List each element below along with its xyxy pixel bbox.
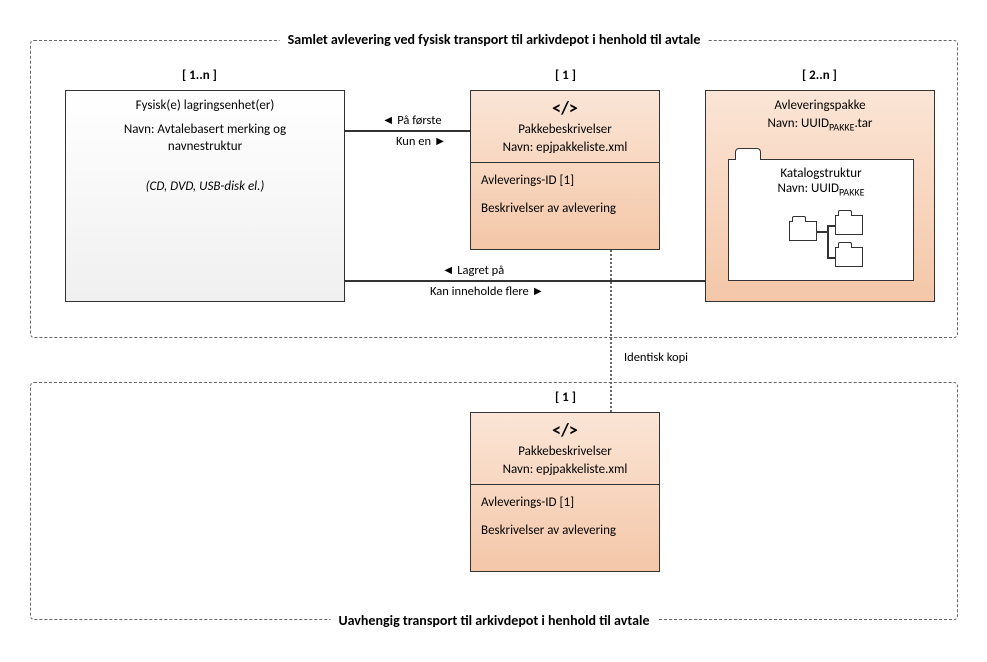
- box-delivery-package: Avleveringspakke Navn: UUIDPAKKE.tar Kat…: [705, 90, 935, 302]
- pkg-row2-lower: Beskrivelser av avlevering: [481, 521, 649, 541]
- conn1-top-label: ◄ På første: [380, 113, 444, 128]
- storage-title: Fysisk(e) lagringsenhet(er): [74, 97, 336, 115]
- pkg-row2-upper: Beskrivelser av avlevering: [481, 199, 649, 219]
- mini-folder-icon: [835, 215, 863, 235]
- card-mid: [ 1 ]: [553, 68, 578, 83]
- box-storage-unit: Fysisk(e) lagringsenhet(er) Navn: Avtale…: [65, 90, 345, 302]
- mini-folder-icon: [835, 247, 863, 267]
- upper-title: Samlet avlevering ved fysisk transport t…: [280, 31, 709, 48]
- conn1-bot-label: Kun en ►: [394, 134, 448, 149]
- code-icon-lower: </>: [471, 413, 659, 441]
- connector-line: [345, 280, 705, 282]
- connector-line: [345, 130, 470, 132]
- catalog-folder-outer: Katalogstruktur Navn: UUIDPAKKE: [728, 159, 914, 281]
- card-right: [ 2..n ]: [800, 68, 839, 83]
- storage-note: (CD, DVD, USB-disk el.): [74, 178, 336, 196]
- box-package-desc-lower: </> Pakkebeskrivelser Navn: epjpakkelist…: [470, 412, 660, 572]
- pkg-name-lower: Navn: epjpakkeliste.xml: [479, 461, 651, 479]
- pkg-name-upper: Navn: epjpakkeliste.xml: [479, 139, 651, 157]
- folder-tab-icon: [735, 148, 761, 160]
- box-package-desc-upper: </> Pakkebeskrivelser Navn: epjpakkelist…: [470, 90, 660, 250]
- pkg-title-upper: Pakkebeskrivelser: [479, 121, 651, 139]
- card-mid-lower: [ 1 ]: [553, 390, 578, 405]
- card-left: [ 1..n ]: [180, 68, 219, 83]
- code-icon-upper: </>: [471, 91, 659, 119]
- storage-header: Fysisk(e) lagringsenhet(er) Navn: Avtale…: [66, 91, 344, 201]
- lower-title: Uavhengig transport til arkivdepot i hen…: [330, 612, 657, 629]
- storage-line2: navnestruktur: [74, 138, 336, 156]
- pkg-row1-upper: Avleverings-ID [1]: [481, 171, 649, 191]
- pkg-title-lower: Pakkebeskrivelser: [479, 443, 651, 461]
- conn2-bot-label: Kan inneholde flere ►: [428, 284, 546, 299]
- folder-name: Navn: UUIDPAKKE: [729, 181, 913, 199]
- deliv-title: Avleveringspakke: [714, 97, 926, 115]
- copy-label: Identisk kopi: [622, 350, 690, 365]
- folder-tree-icon: [789, 215, 889, 275]
- folder-title: Katalogstruktur: [729, 166, 913, 181]
- pkg-row1-lower: Avleverings-ID [1]: [481, 493, 649, 513]
- deliv-name: Navn: UUIDPAKKE.tar: [714, 115, 926, 134]
- conn2-top-label: ◄ Lagret på: [440, 263, 506, 278]
- mini-folder-icon: [789, 221, 817, 241]
- storage-line1: Navn: Avtalebasert merking og: [74, 121, 336, 139]
